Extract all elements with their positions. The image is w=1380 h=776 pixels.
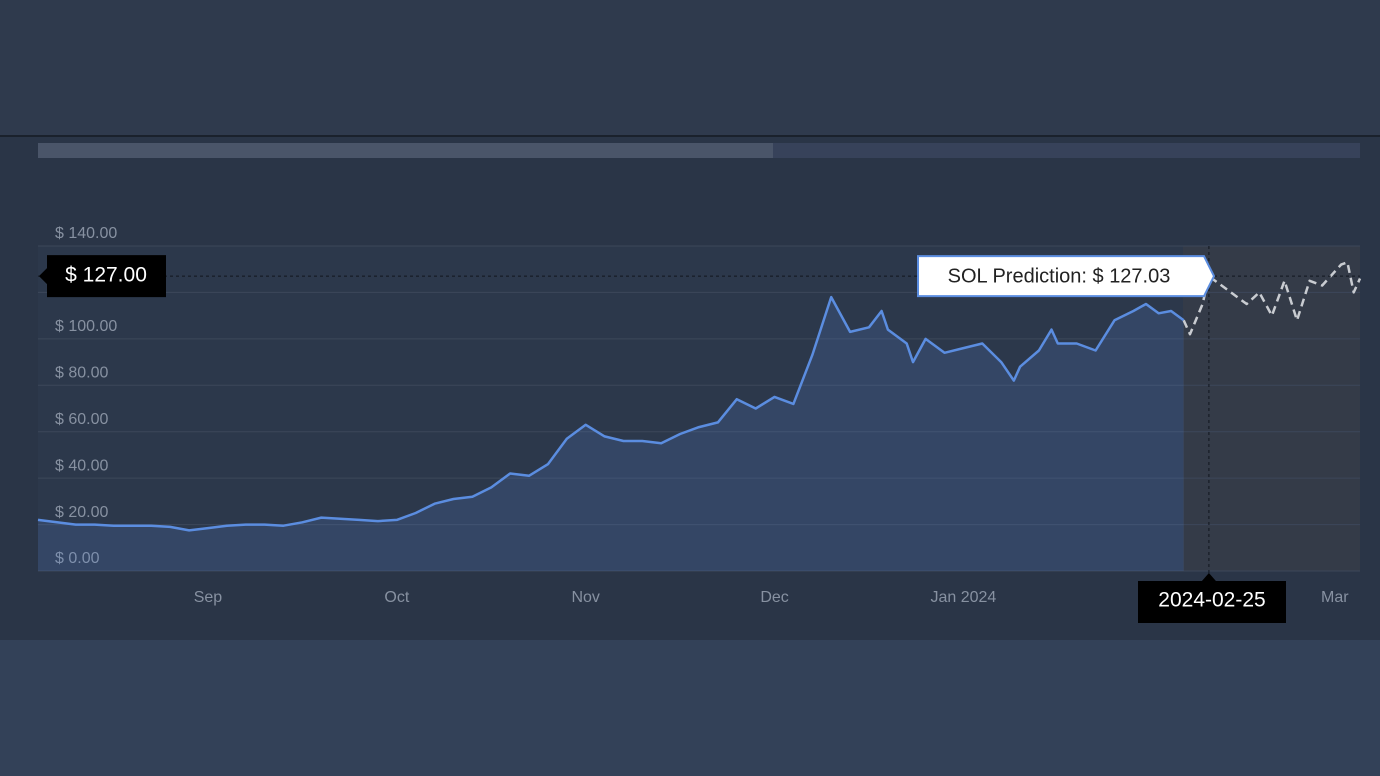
y-tick-label: $ 60.00 (55, 411, 108, 428)
area (38, 297, 1184, 571)
tooltip-text: SOL Prediction: $ 127.03 (948, 265, 1171, 287)
y-badge-label: $ 127.00 (65, 264, 147, 287)
x-tick-label: Oct (384, 589, 409, 606)
y-tick-label: $ 140.00 (55, 225, 117, 242)
y-tick-label: $ 80.00 (55, 365, 108, 382)
divider (0, 135, 1380, 137)
y-tick-label: $ 100.00 (55, 318, 117, 335)
scrollbar-thumb[interactable] (38, 143, 773, 158)
line (1182, 261, 1362, 336)
x-badge-label: 2024-02-25 (1158, 589, 1265, 612)
top-band (0, 0, 1380, 135)
y-tick-label: $ 40.00 (55, 457, 108, 474)
y-badge (39, 255, 166, 298)
y-tick-label: $ 0.00 (55, 550, 100, 567)
x-tick-label: Nov (571, 589, 599, 606)
x-tick-label: Mar (1321, 589, 1349, 606)
x-tick-label: Dec (760, 589, 788, 606)
y-tick-label: $ 20.00 (55, 504, 108, 521)
prediction-region (1183, 246, 1360, 571)
x-tick-label: Jan 2024 (930, 589, 996, 606)
tooltip-box (917, 255, 1216, 298)
x-tick-label: Sep (194, 589, 223, 606)
x-badge (1138, 573, 1286, 623)
line (37, 295, 1185, 532)
plot-area (38, 246, 1360, 571)
